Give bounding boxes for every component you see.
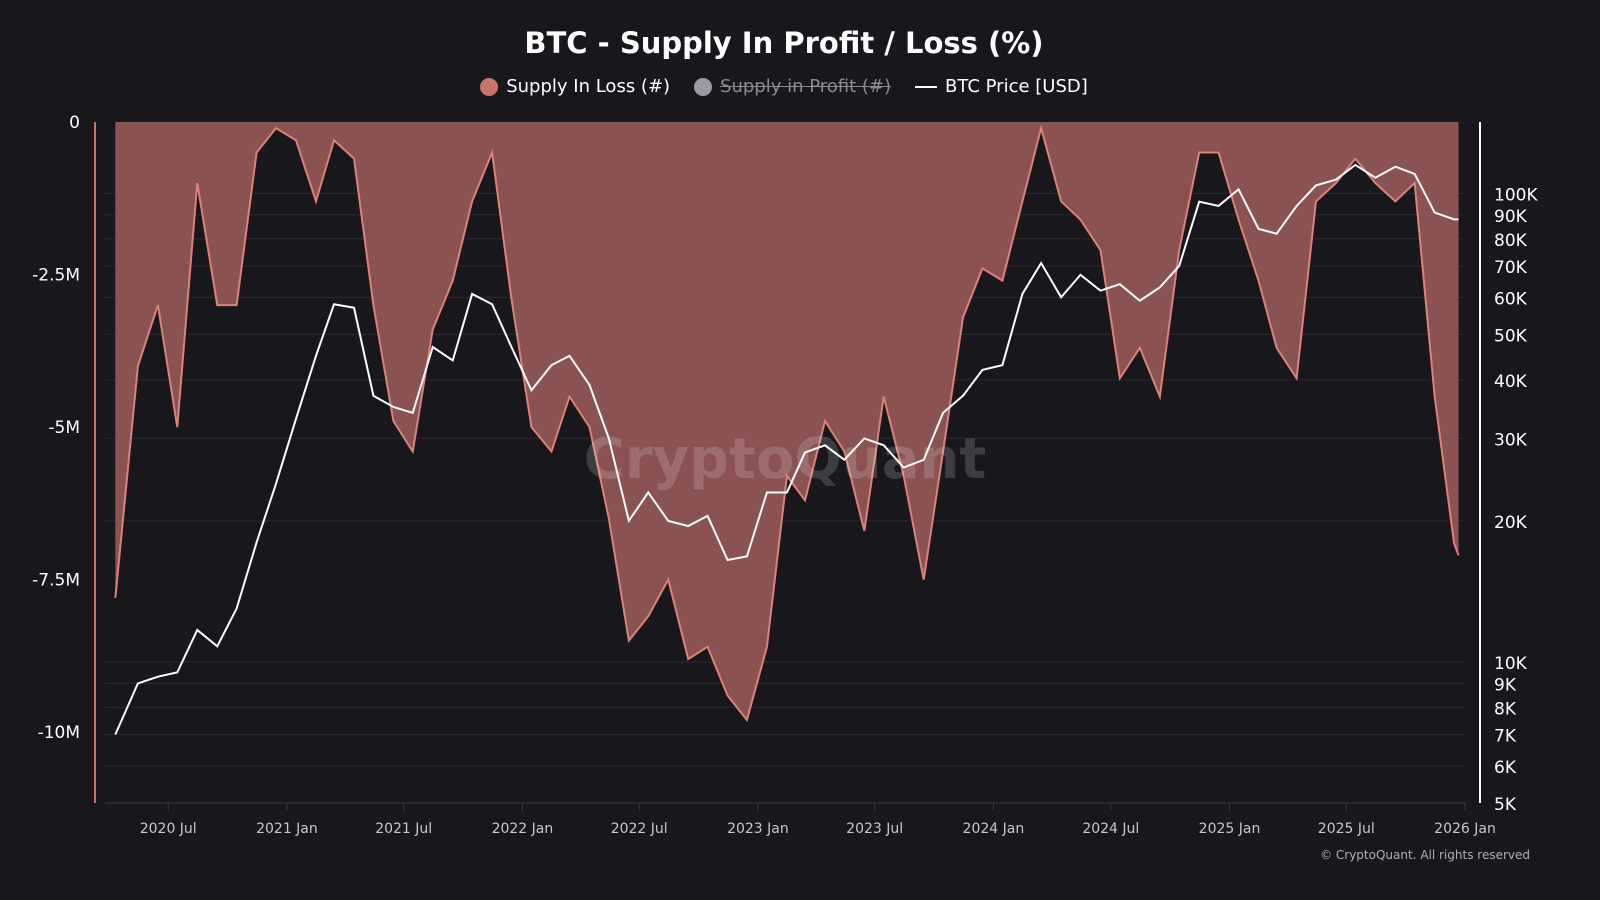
- watermark: CryptoQuant: [584, 427, 986, 492]
- x-tick-label: 2024 Jan: [963, 821, 1025, 837]
- supply-in-loss-area: [115, 122, 1459, 721]
- right-tick-label: 60K: [1494, 289, 1528, 309]
- btc-price-line: [114, 163, 1459, 735]
- x-tick-label: 2020 Jul: [140, 821, 197, 837]
- supply-in-loss-line: [114, 124, 1460, 723]
- legend-item-btc-price[interactable]: BTC Price [USD]: [915, 76, 1088, 97]
- right-tick-label: 30K: [1494, 430, 1528, 450]
- x-tick-label: 2024 Jul: [1082, 821, 1139, 837]
- right-tick-label: 80K: [1494, 231, 1528, 251]
- legend-dot-icon: [694, 77, 713, 96]
- right-tick-label: 100K: [1494, 185, 1538, 205]
- right-tick-label: 50K: [1494, 326, 1528, 346]
- copyright: © CryptoQuant. All rights reserved: [1320, 848, 1530, 862]
- chart-title: BTC - Supply In Profit / Loss (%): [524, 26, 1044, 60]
- right-tick-label: 20K: [1494, 513, 1528, 533]
- legend-item-supply-in-loss[interactable]: Supply In Loss (#): [480, 76, 670, 97]
- legend-label: Supply In Loss (#): [506, 76, 671, 97]
- right-tick-label: 6K: [1494, 758, 1517, 778]
- left-tick-label: -5M: [48, 418, 80, 438]
- right-tick-label: 70K: [1494, 258, 1528, 278]
- left-tick-label: -10M: [38, 723, 80, 743]
- legend: Supply In Loss (#) Supply in Profit (#) …: [0, 76, 1568, 97]
- x-tick-label: 2026 Jan: [1434, 821, 1496, 837]
- left-tick-label: -7.5M: [32, 571, 80, 591]
- legend-dot-icon: [480, 77, 499, 96]
- right-tick-label: 40K: [1494, 372, 1528, 392]
- x-tick-label: 2021 Jul: [375, 821, 432, 837]
- x-tick-label: 2023 Jul: [846, 821, 903, 837]
- x-tick-label: 2022 Jul: [611, 821, 668, 837]
- right-tick-label: 7K: [1494, 727, 1517, 747]
- legend-label: Supply in Profit (#): [720, 76, 892, 97]
- right-tick-label: 5K: [1494, 795, 1517, 815]
- right-tick-label: 9K: [1494, 675, 1517, 695]
- right-tick-label: 10K: [1494, 654, 1528, 674]
- legend-line-icon: [915, 85, 938, 88]
- right-tick-label: 90K: [1494, 207, 1528, 227]
- legend-label: BTC Price [USD]: [945, 76, 1088, 97]
- x-tick-label: 2025 Jan: [1199, 821, 1261, 837]
- x-tick-label: 2022 Jan: [492, 821, 554, 837]
- right-tick-label: 8K: [1494, 699, 1517, 719]
- left-tick-label: 0: [69, 113, 80, 133]
- x-tick-label: 2025 Jul: [1318, 821, 1375, 837]
- legend-item-supply-in-profit[interactable]: Supply in Profit (#): [694, 76, 891, 97]
- x-tick-label: 2021 Jan: [256, 821, 318, 837]
- x-tick-label: 2023 Jan: [727, 821, 789, 837]
- left-tick-label: -2.5M: [32, 266, 80, 286]
